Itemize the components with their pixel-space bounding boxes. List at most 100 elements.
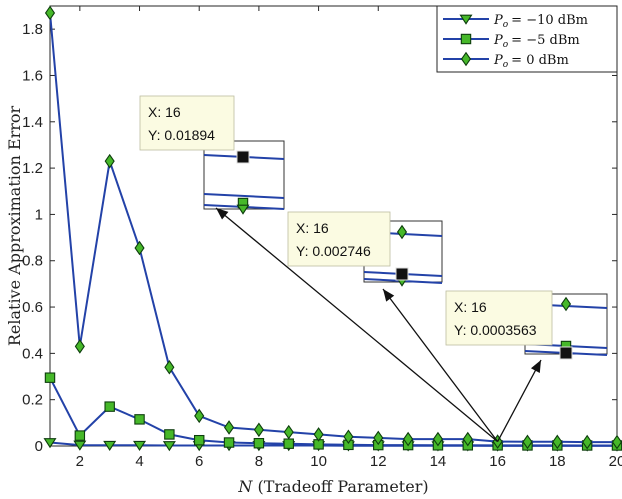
- y-tick-label: 1.2: [22, 160, 43, 177]
- datatip-y: Y: 0.002746: [296, 243, 371, 259]
- x-tick-label: 8: [255, 453, 263, 470]
- legend-label: Po = 0 dBm: [493, 53, 569, 70]
- x-tick-label: 12: [370, 453, 387, 470]
- series-diamond: [44, 5, 622, 450]
- arrow-head: [530, 360, 541, 373]
- data-point: [552, 434, 563, 450]
- data-point: [253, 437, 265, 449]
- datatip-marker: [236, 150, 250, 164]
- data-point: [611, 434, 622, 450]
- datatip-arrows: [215, 207, 542, 443]
- legend-entry: Po = −10 dBm: [443, 13, 588, 30]
- data-point: [373, 430, 384, 446]
- y-axis-label: Relative Approximation Error: [5, 105, 24, 346]
- legend-label: Po = −10 dBm: [493, 13, 588, 30]
- datatips: X: 16 Y: 0.01894 X: 16 Y: 0.002746 X: 16 Y: 0…: [139, 95, 553, 346]
- data-point: [44, 372, 56, 383]
- x-axis-label-text: (Tradeoff Parameter): [257, 477, 428, 496]
- zoom-inset: [203, 140, 285, 215]
- data-point: [164, 429, 175, 440]
- y-tick-label: 0.8: [22, 253, 43, 270]
- arrow-shaft: [497, 359, 542, 442]
- legend-label-sub: o: [503, 40, 509, 50]
- legend-label-rest: = 0 dBm: [511, 53, 569, 68]
- datatip-x: X: 16: [148, 104, 181, 120]
- x-tick-label: 2: [76, 453, 84, 470]
- datatip: X: 16 Y: 0.0003563: [445, 290, 553, 346]
- datatip-marker: [559, 346, 573, 360]
- x-tick-label: 6: [195, 453, 203, 470]
- arrow: [497, 359, 542, 442]
- data-point: [164, 359, 175, 375]
- data-point: [283, 438, 294, 449]
- data-point: [432, 431, 444, 447]
- data-point: [403, 431, 414, 447]
- data-point: [133, 440, 147, 451]
- x-axis-label: N (Tradeoff Parameter): [237, 477, 428, 496]
- data-point: [104, 153, 115, 169]
- data-point: [223, 420, 235, 435]
- data-point: [522, 434, 533, 450]
- arrow: [382, 288, 499, 442]
- zoom-point: [560, 296, 572, 312]
- datatip: X: 16 Y: 0.01894: [139, 95, 235, 151]
- series-group: [43, 5, 622, 452]
- data-point: [343, 429, 354, 445]
- data-point: [103, 440, 117, 451]
- y-tick-label: 1.6: [22, 67, 43, 84]
- data-point: [134, 240, 145, 256]
- legend-entry: Po = −5 dBm: [443, 33, 580, 50]
- data-point: [162, 441, 176, 452]
- x-tick-label: 4: [135, 453, 143, 470]
- x-tick-label: 18: [549, 453, 566, 470]
- datatip-x: X: 16: [296, 220, 329, 236]
- datatip-x: X: 16: [454, 299, 487, 315]
- zoom-point: [236, 204, 250, 215]
- data-point: [44, 5, 56, 21]
- datatip-box: [445, 290, 553, 346]
- arrow-shaft: [215, 207, 499, 443]
- zoom-point: [396, 224, 408, 240]
- datatip-y: Y: 0.01894: [148, 127, 215, 143]
- data-point: [462, 431, 473, 447]
- x-tick-label: 16: [489, 453, 506, 470]
- data-point: [134, 414, 145, 425]
- x-tick-label: 10: [310, 453, 327, 470]
- data-point: [313, 427, 324, 442]
- data-point: [223, 437, 235, 448]
- datatip-y: Y: 0.0003563: [454, 322, 537, 338]
- arrow-head: [383, 289, 395, 302]
- y-tick-label: 0.4: [22, 345, 43, 362]
- data-point: [74, 339, 85, 354]
- y-tick-label: 0.6: [22, 299, 43, 316]
- datatip-marker: [395, 267, 409, 281]
- data-point: [74, 430, 86, 441]
- legend-label-var: P: [493, 33, 503, 48]
- legend-label-var: P: [493, 13, 503, 28]
- zoom-line: [203, 193, 285, 199]
- legend-label: Po = −5 dBm: [493, 33, 580, 50]
- data-point: [582, 434, 593, 450]
- datatip: X: 16 Y: 0.002746: [287, 211, 391, 267]
- legend-entry: Po = 0 dBm: [443, 51, 569, 70]
- legend-label-sub: o: [503, 60, 509, 70]
- data-point: [193, 434, 205, 446]
- legend-label-var: P: [493, 53, 503, 68]
- arrow-head: [216, 208, 229, 220]
- data-point: [104, 401, 115, 412]
- y-tick-label: 1: [35, 206, 43, 223]
- data-point: [43, 438, 57, 449]
- legend-label-rest: = −10 dBm: [511, 13, 588, 28]
- legend-label-rest: = −5 dBm: [511, 33, 580, 48]
- legend-swatch-marker: [459, 14, 473, 25]
- x-tick-label: 14: [430, 453, 447, 470]
- data-point: [73, 440, 87, 451]
- data-point: [253, 422, 264, 438]
- y-tick-label: 1.4: [22, 114, 43, 131]
- legend-swatch-marker: [460, 51, 472, 67]
- y-tick-label: 0: [35, 438, 43, 455]
- arrow: [215, 207, 499, 443]
- datatip-box: [139, 95, 235, 151]
